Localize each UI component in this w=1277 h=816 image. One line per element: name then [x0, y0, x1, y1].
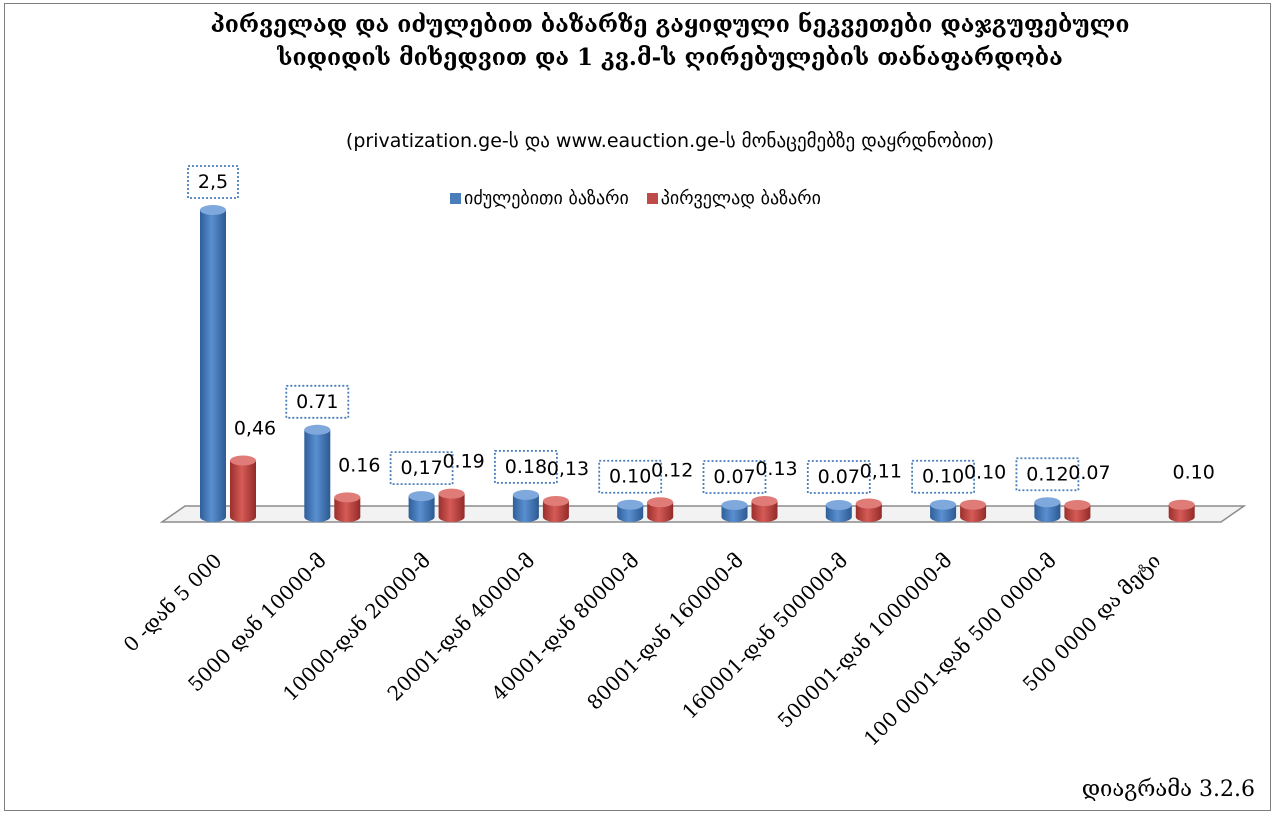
bar-primary-7	[960, 499, 987, 522]
label-box-forced-6	[806, 460, 871, 494]
label-primary-2: 0.19	[442, 451, 484, 473]
bar-primary-8	[1064, 500, 1091, 522]
bar-forced-2	[408, 491, 435, 522]
legend-item-primary: პირველად ბაზარი	[646, 188, 821, 209]
label-box-forced-5	[702, 460, 767, 494]
label-box-forced-3	[493, 449, 558, 484]
label-primary-4: 0.12	[651, 459, 693, 481]
bar-forced-1	[304, 424, 331, 522]
label-forced-1: 0.71	[296, 391, 338, 413]
label-box-forced-4	[598, 459, 663, 494]
legend-item-forced: იძულებითი ბაზარი	[450, 188, 629, 209]
label-box-forced-7	[911, 459, 975, 494]
legend-label-forced: იძულებითი ბაზარი	[464, 188, 629, 209]
bar-primary-4	[647, 497, 674, 522]
bar-forced-3	[512, 489, 539, 522]
bar-primary-5	[751, 496, 778, 522]
bar-primary-6	[855, 498, 882, 522]
label-forced-0: 2,5	[198, 171, 228, 193]
label-primary-6: 0,11	[860, 460, 902, 482]
label-box-forced-1	[285, 384, 350, 419]
chart-title: პირველად და იძულებით ბაზარზე გაყიდული ნე…	[210, 11, 1130, 71]
label-forced-3: 0.18	[505, 456, 547, 478]
bar-primary-3	[542, 496, 569, 522]
label-forced-6: 0.07	[818, 466, 860, 488]
chart-subtitle: (privatization.ge-ს და www.eauction.ge-ს…	[345, 130, 995, 152]
legend: იძულებითი ბაზარი პირველად ბაზარი	[450, 188, 833, 209]
legend-label-primary: პირველად ბაზარი	[660, 188, 821, 209]
label-primary-0: 0,46	[234, 418, 276, 440]
label-primary-9: 0.10	[1173, 462, 1215, 484]
bar-forced-4	[617, 499, 644, 522]
diagram-caption: დიაგრამა 3.2.6	[1081, 777, 1255, 802]
bar-forced-5	[721, 500, 748, 522]
label-forced-2: 0,17	[400, 457, 442, 479]
label-box-forced-2	[389, 451, 454, 486]
label-forced-4: 0.10	[609, 466, 651, 488]
label-primary-5: 0.13	[755, 458, 797, 480]
x-tick-label-0: 0 -დან 5 000	[119, 549, 227, 657]
bar-primary-9	[1168, 499, 1195, 522]
bar-primary-2	[438, 488, 465, 522]
label-primary-8: 0.07	[1068, 462, 1110, 484]
label-box-forced-0	[187, 165, 239, 199]
bar-primary-0	[230, 455, 256, 522]
label-primary-1: 0.16	[338, 454, 380, 476]
x-tick-label-8: 100 0001-დან 500 0000-მ	[859, 549, 1061, 751]
bar-primary-1	[334, 492, 361, 522]
label-forced-7: 0.10	[922, 466, 964, 488]
bar-forced-7	[930, 499, 957, 522]
legend-swatch-primary	[646, 193, 658, 204]
label-box-forced-8	[1015, 457, 1080, 492]
label-primary-7: 0.10	[964, 462, 1006, 484]
label-forced-5: 0.07	[713, 466, 755, 488]
bar-forced-0	[200, 205, 226, 522]
legend-swatch-forced	[450, 193, 461, 204]
bar-forced-8	[1034, 497, 1061, 522]
label-primary-3: 0,13	[547, 458, 589, 480]
x-tick-label-7: 500001-დან 1000000-მ	[773, 549, 957, 733]
bar-forced-6	[825, 500, 852, 522]
label-forced-8: 0.12	[1026, 463, 1068, 485]
